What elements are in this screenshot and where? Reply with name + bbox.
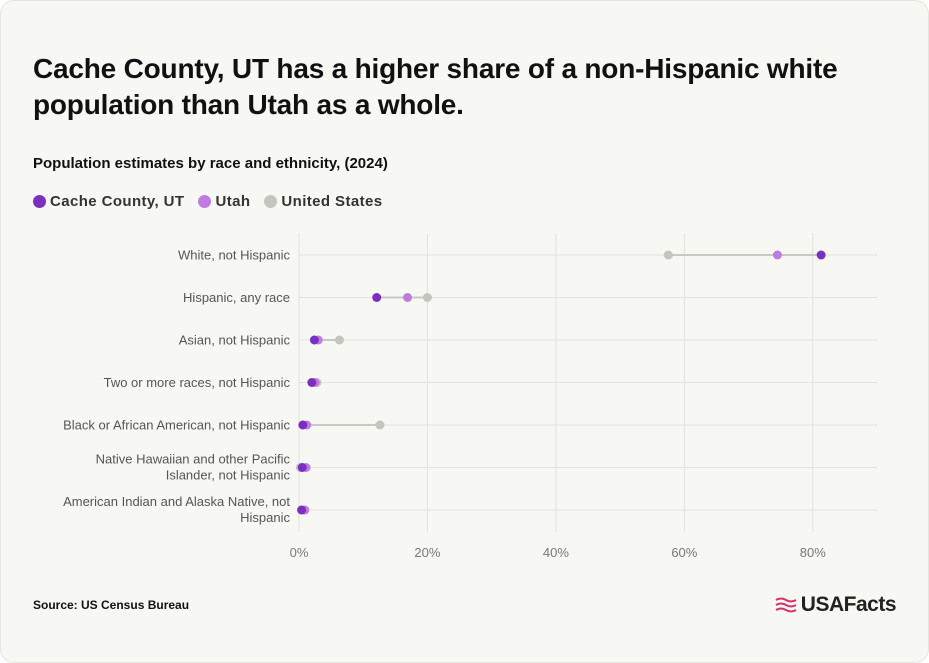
category-label: Black or African American, not Hispanic [63, 418, 290, 433]
category-label: White, not Hispanic [178, 248, 290, 263]
data-point-cache[interactable] [816, 250, 826, 260]
source-note: Source: US Census Bureau [33, 598, 190, 612]
x-tick-label: 20% [414, 545, 440, 560]
category-label: Hispanic, any race [183, 290, 290, 305]
data-point-utah[interactable] [403, 293, 413, 302]
data-point-us[interactable] [422, 293, 432, 302]
legend-label-us: United States [281, 193, 383, 210]
data-point-cache[interactable] [309, 335, 319, 345]
flag-icon [775, 597, 797, 613]
chart-title: Cache County, UT has a higher share of a… [33, 53, 838, 120]
category-label: Native Hawaiian and other Pacific Islande… [96, 452, 291, 483]
legend-dot-utah [198, 195, 212, 208]
data-point-us[interactable] [375, 420, 385, 430]
category-labels: White, not Hispanic Hispanic, any race Asi… [63, 248, 290, 526]
data-point-us[interactable] [334, 335, 344, 345]
category-label: Asian, not Hispanic [179, 333, 291, 348]
data-point-cache[interactable] [298, 420, 308, 430]
x-axis-ticks: 0% 20% 40% 60% 80% [290, 545, 827, 560]
data-points [295, 250, 826, 515]
category-label-line: White, not Hispanic [178, 248, 290, 263]
legend-dot-cache [33, 195, 46, 208]
legend-label-utah: Utah [215, 193, 251, 210]
data-point-utah[interactable] [772, 250, 782, 260]
category-label-line: Native Hawaiian and other Pacific [96, 452, 291, 467]
category-label-line: Two or more races, not Hispanic [104, 375, 291, 390]
usafacts-logo[interactable]: USAFacts [775, 593, 897, 617]
category-label-line: Asian, not Hispanic [179, 333, 291, 348]
category-label-line: American Indian and Alaska Native, not [63, 494, 290, 509]
data-point-us[interactable] [663, 250, 673, 260]
category-label: American Indian and Alaska Native, not Hi… [63, 494, 290, 525]
legend-item-utah[interactable]: Utah [198, 193, 250, 210]
grid-layer [298, 233, 877, 532]
x-tick-label: 40% [543, 545, 569, 560]
legend: Cache County, UT Utah United States [33, 193, 382, 210]
data-point-cache[interactable] [307, 378, 317, 387]
x-tick-label: 0% [290, 545, 309, 560]
data-point-cache[interactable] [297, 505, 307, 515]
legend-item-cache[interactable]: Cache County, UT [33, 193, 184, 210]
x-tick-label: 80% [800, 545, 826, 560]
x-tick-label: 60% [671, 545, 697, 560]
category-label-line: Black or African American, not Hispanic [63, 418, 290, 433]
category-label-line: Islander, not Hispanic [166, 468, 291, 483]
category-label-line: Hispanic, any race [183, 290, 290, 305]
logo-text: USAFacts [800, 593, 897, 616]
category-label: Two or more races, not Hispanic [104, 375, 291, 390]
chart-subtitle: Population estimates by race and ethnici… [33, 155, 388, 172]
category-label-line: Hispanic [240, 510, 290, 525]
data-point-cache[interactable] [372, 293, 382, 302]
legend-label-cache: Cache County, UT [50, 193, 185, 210]
data-point-cache[interactable] [297, 463, 307, 472]
legend-item-us[interactable]: United States [264, 193, 382, 210]
legend-dot-us [264, 195, 278, 208]
